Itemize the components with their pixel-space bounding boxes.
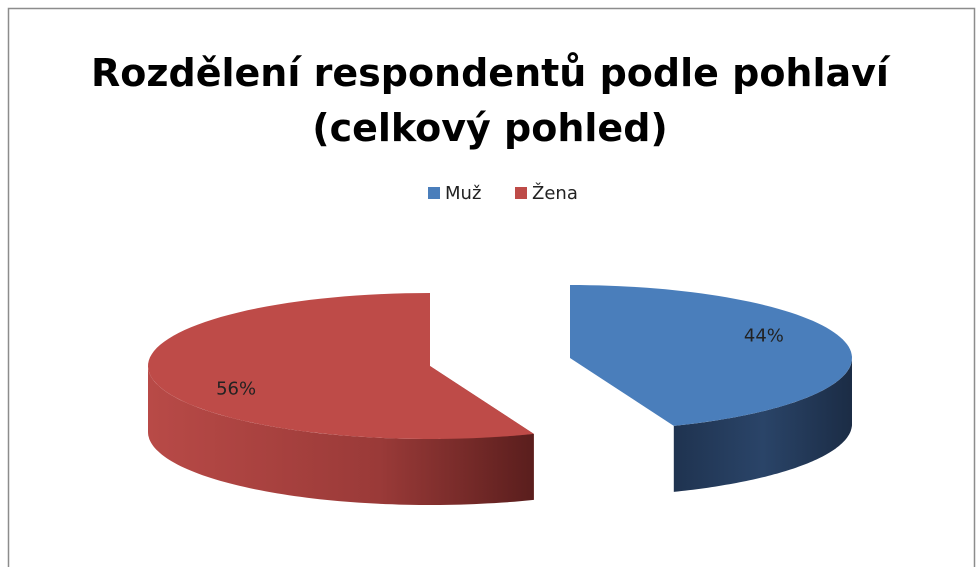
pie-slice <box>148 293 534 439</box>
pie-slice <box>570 285 852 426</box>
legend-swatch <box>428 187 440 199</box>
chart-title: Rozdělení respondentů podle pohlaví (celk… <box>91 51 891 150</box>
slice: 56% <box>148 293 534 505</box>
slice-side <box>148 366 534 505</box>
legend: Muž Žena <box>428 182 578 204</box>
legend-label: Žena <box>532 182 578 204</box>
slice: 44% <box>570 285 852 492</box>
data-label: 56% <box>216 379 256 400</box>
legend-swatch <box>515 187 527 199</box>
pie: 56% 44% <box>148 285 852 505</box>
legend-label: Muž <box>445 183 481 204</box>
data-label: 44% <box>744 325 784 346</box>
slice-side <box>673 358 852 492</box>
